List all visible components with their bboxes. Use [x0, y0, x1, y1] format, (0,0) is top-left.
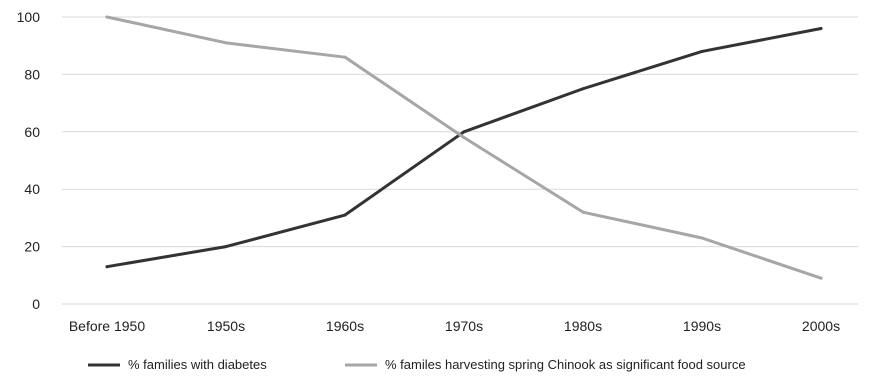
y-axis-ticks: 0 20 40 60 80 100 — [17, 9, 41, 312]
x-tick-label: 1990s — [683, 318, 721, 334]
data-point — [700, 236, 704, 240]
data-point — [343, 55, 347, 59]
y-tick-label: 20 — [24, 239, 40, 255]
y-tick-label: 60 — [24, 124, 40, 140]
x-tick-label: 1960s — [326, 318, 364, 334]
data-point — [581, 87, 585, 91]
legend-label-1: % families with diabetes — [128, 357, 267, 372]
data-point — [819, 276, 823, 280]
data-point — [224, 41, 228, 45]
x-tick-label: 1970s — [445, 318, 483, 334]
data-point — [819, 26, 823, 30]
x-tick-label: 2000s — [802, 318, 840, 334]
series-lines — [105, 15, 823, 280]
data-point — [700, 49, 704, 53]
x-tick-label: Before 1950 — [69, 318, 145, 334]
data-point — [462, 130, 466, 134]
x-tick-label: 1980s — [564, 318, 602, 334]
y-tick-label: 100 — [17, 9, 41, 25]
x-axis-ticks: Before 1950 1950s 1960s 1970s 1980s 1990s 2000… — [69, 318, 840, 334]
y-tick-label: 80 — [24, 66, 40, 82]
legend: % families with diabetes % familes harves… — [88, 357, 746, 372]
data-point — [105, 265, 109, 269]
data-point — [224, 245, 228, 249]
data-point — [581, 210, 585, 214]
gridlines — [62, 16, 858, 305]
data-point — [343, 213, 347, 217]
data-point — [105, 15, 109, 19]
y-tick-label: 40 — [24, 181, 40, 197]
x-tick-label: 1950s — [207, 318, 245, 334]
y-tick-label: 0 — [32, 296, 40, 312]
data-point — [462, 136, 466, 140]
series-line-2 — [105, 15, 823, 280]
series-line-1 — [105, 26, 823, 269]
legend-label-2: % familes harvesting spring Chinook as s… — [385, 357, 746, 372]
